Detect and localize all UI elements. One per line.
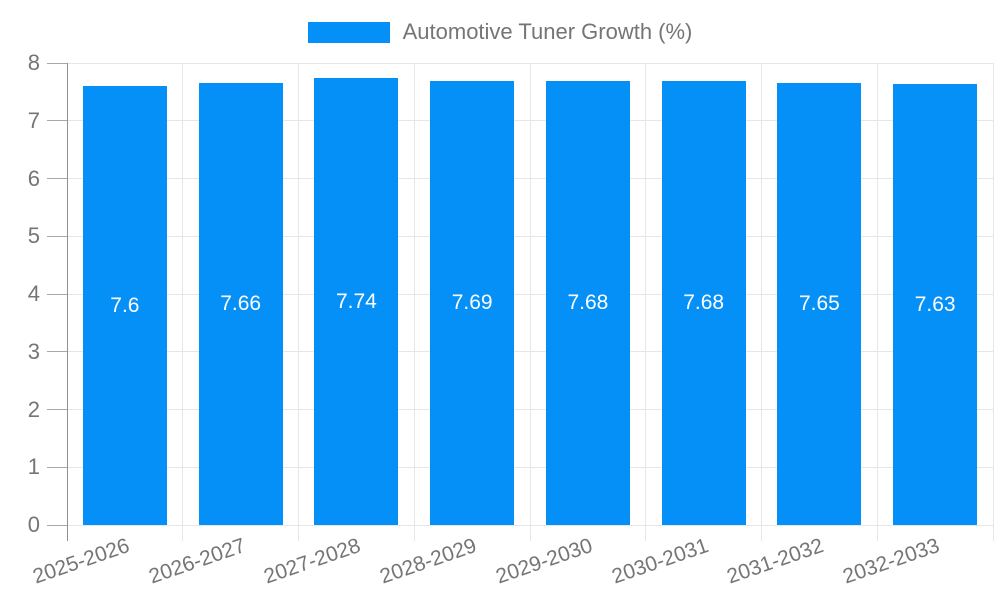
gridline-vertical bbox=[761, 63, 762, 541]
y-tick-label: 2 bbox=[27, 396, 40, 422]
bar[interactable] bbox=[430, 80, 515, 525]
y-tick-label: 5 bbox=[27, 223, 40, 249]
y-tick-label: 3 bbox=[27, 338, 40, 364]
y-tick-label: 0 bbox=[27, 512, 40, 537]
y-tick-label: 1 bbox=[27, 454, 40, 480]
y-axis-tick bbox=[47, 62, 67, 64]
y-axis-tick bbox=[47, 293, 67, 295]
y-tick-label: 6 bbox=[27, 165, 40, 191]
y-axis-tick bbox=[47, 524, 67, 526]
bar[interactable] bbox=[893, 84, 978, 525]
gridline-vertical bbox=[182, 63, 184, 541]
y-axis-line bbox=[66, 63, 68, 541]
y-axis-tick bbox=[47, 235, 67, 237]
bar[interactable] bbox=[198, 82, 283, 525]
gridline-vertical bbox=[529, 63, 531, 541]
bar-value-label: 7.63 bbox=[914, 292, 956, 316]
y-tick-label: 4 bbox=[27, 281, 40, 306]
gridline-vertical bbox=[645, 63, 647, 541]
gridline-vertical bbox=[992, 63, 994, 541]
bar[interactable] bbox=[545, 81, 630, 525]
bar[interactable] bbox=[661, 81, 746, 525]
y-axis-tick bbox=[47, 178, 67, 179]
y-tick-label: 8 bbox=[27, 50, 40, 75]
bar-value-label: 7.6 bbox=[110, 293, 140, 317]
bar-value-label: 7.68 bbox=[567, 291, 609, 315]
legend-swatch-icon bbox=[307, 21, 390, 43]
bar-value-label: 7.68 bbox=[683, 291, 725, 315]
y-axis-tick bbox=[47, 466, 67, 468]
gridline-vertical bbox=[298, 63, 299, 541]
gridline-vertical bbox=[413, 63, 415, 541]
y-tick-label: 7 bbox=[27, 107, 40, 133]
bar[interactable] bbox=[777, 83, 862, 525]
bar-value-label: 7.65 bbox=[798, 292, 840, 316]
bar[interactable] bbox=[82, 86, 167, 525]
bar[interactable] bbox=[314, 78, 399, 525]
chart-legend: Automotive Tuner Growth (%) bbox=[0, 16, 1000, 48]
y-axis-tick bbox=[47, 351, 67, 353]
legend-series-label: Automotive Tuner Growth (%) bbox=[402, 19, 693, 44]
y-axis-tick bbox=[47, 409, 67, 410]
bar-value-label: 7.69 bbox=[451, 290, 493, 314]
y-axis-tick bbox=[47, 120, 67, 122]
bar-value-label: 7.66 bbox=[220, 291, 262, 315]
gridline-vertical bbox=[876, 63, 878, 541]
bar-value-label: 7.74 bbox=[335, 289, 377, 313]
